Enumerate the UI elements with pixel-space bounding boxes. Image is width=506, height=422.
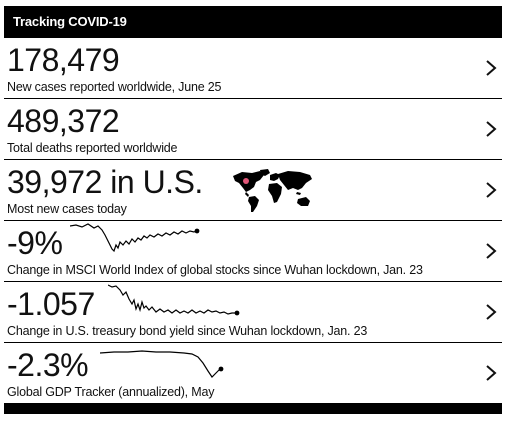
gdp-label: Global GDP Tracker (annualized), May <box>7 385 215 399</box>
new-cases-value: 178,479 <box>7 42 120 78</box>
gdp-sparkline <box>100 350 224 378</box>
chevron-right-icon <box>486 365 497 381</box>
covid-tracker-widget: Tracking COVID-19 178,479 New cases repo… <box>4 6 502 414</box>
total-deaths-label: Total deaths reported worldwide <box>7 141 178 155</box>
treasury-label: Change in U.S. treasury bond yield since… <box>7 324 368 338</box>
treasury-sparkline <box>108 284 240 316</box>
row-new-cases[interactable]: 178,479 New cases reported worldwide, Ju… <box>4 38 502 99</box>
chevron-right-icon <box>486 243 497 259</box>
chevron-right-icon <box>486 182 497 198</box>
treasury-value: -1.057 <box>7 286 95 322</box>
msci-sparkline <box>70 223 200 253</box>
total-deaths-value: 489,372 <box>7 103 120 139</box>
row-msci[interactable]: -9% Change in MSCI World Index of global… <box>4 221 502 282</box>
row-us-cases[interactable]: 39,972 in U.S. Most new cases today <box>4 160 502 221</box>
chevron-right-icon <box>486 304 497 320</box>
row-total-deaths[interactable]: 489,372 Total deaths reported worldwide <box>4 99 502 160</box>
msci-value: -9% <box>7 225 63 261</box>
row-treasury[interactable]: -1.057 Change in U.S. treasury bond yiel… <box>4 282 502 343</box>
gdp-value: -2.3% <box>7 347 89 383</box>
widget-title: Tracking COVID-19 <box>4 6 502 38</box>
chevron-right-icon <box>486 121 497 137</box>
chevron-right-icon <box>486 60 497 76</box>
row-gdp[interactable]: -2.3% Global GDP Tracker (annualized), M… <box>4 343 502 404</box>
world-map-icon <box>233 169 312 212</box>
us-cases-value: 39,972 in U.S. <box>7 164 203 200</box>
new-cases-label: New cases reported worldwide, June 25 <box>7 80 222 94</box>
us-cases-label: Most new cases today <box>7 202 127 216</box>
msci-label: Change in MSCI World Index of global sto… <box>7 263 423 277</box>
bottom-bar <box>4 404 502 414</box>
